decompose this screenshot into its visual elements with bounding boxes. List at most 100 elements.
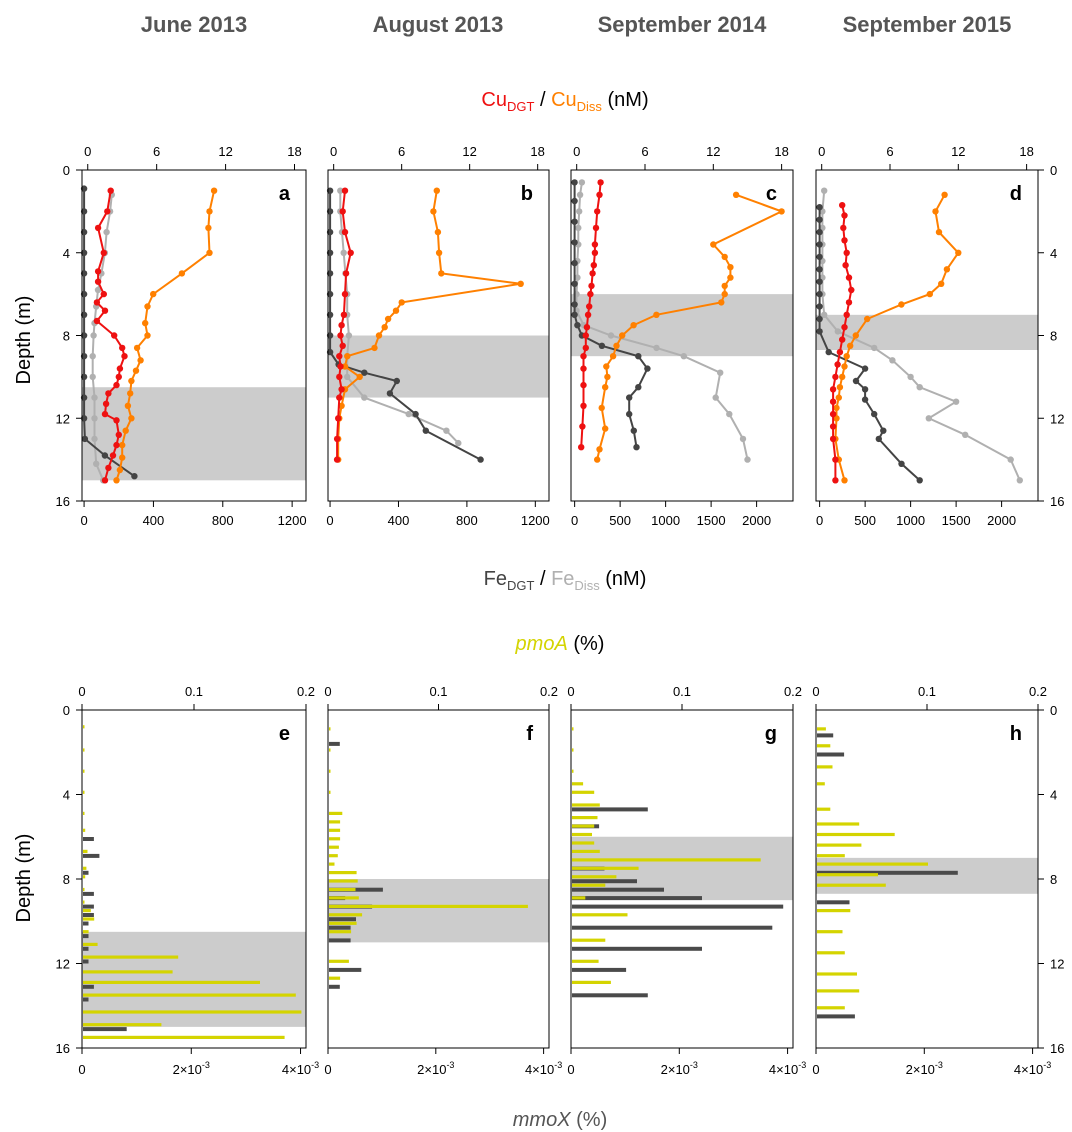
bar — [329, 984, 340, 989]
data-point — [128, 377, 135, 385]
bar — [572, 938, 606, 942]
data-point — [113, 477, 120, 484]
data-point — [626, 410, 633, 418]
cu-separator: / — [534, 89, 551, 111]
data-point — [582, 332, 589, 339]
data-point — [852, 377, 860, 385]
data-point — [635, 384, 642, 391]
bar — [329, 748, 331, 752]
data-point — [101, 307, 109, 314]
data-point — [841, 324, 848, 331]
pmoa-tick-label: 0 — [812, 684, 819, 699]
fe-unit: (nM) — [600, 568, 647, 590]
bar — [817, 752, 845, 757]
data-point — [89, 353, 96, 360]
series-fedgt — [816, 204, 923, 484]
data-point — [592, 224, 600, 232]
data-point — [438, 270, 445, 277]
data-point — [619, 332, 626, 339]
mmox-tick-label: 2×10-3 — [417, 1060, 454, 1077]
panel-b-letter: b — [521, 183, 533, 205]
data-point — [101, 410, 109, 418]
data-point — [336, 373, 343, 381]
bar — [572, 782, 584, 786]
data-point — [836, 384, 844, 391]
bar — [817, 1006, 845, 1010]
data-point — [941, 191, 948, 198]
pmoa-tick-label: 0 — [324, 684, 331, 699]
data-point — [517, 280, 524, 287]
panel-e: e 0 4 8 12 16 0 0.1 0.2 0 2×10-3 4×10-3 — [56, 684, 320, 1077]
data-point — [340, 311, 348, 318]
data-point — [422, 427, 429, 434]
data-point — [596, 191, 603, 198]
fe-tick-label: 1000 — [896, 513, 925, 528]
data-point — [333, 435, 341, 443]
data-point — [341, 363, 349, 370]
series-fedgt — [571, 179, 651, 451]
bar — [83, 1027, 127, 1032]
bar — [817, 989, 860, 993]
series-line-cudgt — [336, 190, 352, 460]
bar — [572, 849, 600, 853]
fe-axis-title: FeDGT / FeDiss (nM) — [484, 568, 647, 593]
data-point — [586, 303, 593, 310]
data-point — [607, 332, 615, 339]
data-point — [124, 402, 132, 409]
bar — [329, 837, 341, 841]
data-point — [778, 208, 785, 215]
bar — [83, 997, 89, 1002]
data-point — [105, 390, 112, 397]
bar — [329, 790, 331, 794]
bar — [83, 1023, 162, 1027]
cu-tick-label: 12 — [706, 144, 720, 159]
pmoa-tick-label: 0.2 — [1029, 684, 1047, 699]
data-point — [100, 290, 108, 298]
data-point — [344, 353, 351, 360]
cu-tick-label: 0 — [330, 144, 337, 159]
mmox-tick-label: 0 — [567, 1062, 574, 1077]
bar — [329, 925, 351, 930]
mmox-tick-label: 4×10-3 — [769, 1060, 806, 1077]
fe-tick-label: 800 — [456, 513, 478, 528]
data-point — [839, 202, 846, 209]
data-point — [907, 373, 914, 381]
data-point — [588, 282, 595, 290]
panel-a-frame — [81, 169, 307, 502]
panel-f-frame — [327, 709, 550, 1049]
data-point — [1007, 456, 1014, 463]
cu-tick-label: 6 — [398, 144, 405, 159]
data-point — [338, 322, 345, 329]
data-point — [571, 179, 578, 186]
bar — [329, 820, 341, 824]
data-point — [91, 394, 98, 401]
data-point — [726, 410, 733, 418]
data-point — [584, 311, 592, 318]
data-point — [841, 477, 848, 484]
data-point — [94, 278, 102, 285]
data-point — [916, 384, 923, 391]
y-tick-label: 12 — [1050, 411, 1064, 426]
y-tick-label: 8 — [1050, 872, 1057, 887]
data-point — [336, 353, 343, 360]
data-point — [717, 369, 724, 376]
data-point — [94, 268, 102, 275]
panel-c: c 0 6 12 18 0 500 1000 1500 2000 — [570, 144, 794, 528]
data-point — [816, 216, 823, 223]
y-tick-label: 0 — [1050, 703, 1057, 718]
pmoa-unit: (%) — [568, 633, 605, 655]
cu-dgt-subscript: DGT — [507, 99, 535, 114]
y-tick-label: 8 — [63, 872, 70, 887]
bar — [329, 930, 352, 934]
pmoa-tick-label: 0 — [78, 684, 85, 699]
data-point — [206, 249, 213, 256]
column-title-september-2014: September 2014 — [598, 12, 768, 37]
cu-tick-label: 18 — [1019, 144, 1033, 159]
bar — [572, 803, 600, 807]
bar — [572, 959, 599, 963]
data-point — [574, 274, 581, 281]
bar — [572, 790, 595, 794]
data-point — [832, 456, 839, 463]
cu-tick-label: 6 — [641, 144, 648, 159]
data-point — [938, 280, 945, 287]
